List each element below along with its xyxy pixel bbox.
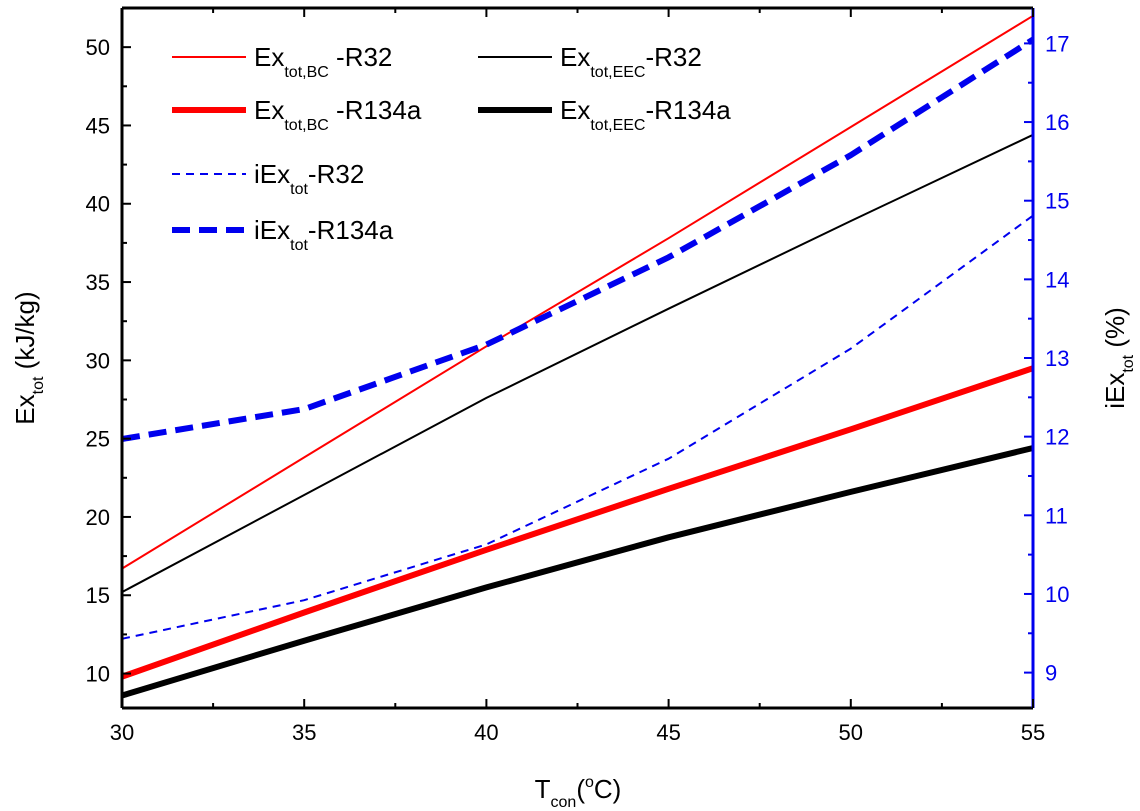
left-y-tick-label: 45 [86, 113, 110, 138]
x-axis-title-sub: con [551, 794, 577, 811]
legend-label-main: Ex [560, 42, 590, 72]
legend-label-tail: -R134a [329, 95, 422, 125]
left-y-tick-label: 30 [86, 348, 110, 373]
x-axis-title: Tcon(oC) [535, 774, 622, 811]
legend-label-bc_r134a: Extot,BC -R134a [254, 95, 422, 134]
x-axis-title-open: ( [576, 774, 585, 804]
x-axis-title-sup: o [585, 774, 594, 791]
legend-label-tail: -R134a [308, 215, 394, 245]
x-tick-label: 40 [474, 720, 498, 745]
legend-label-tail: -R32 [645, 42, 701, 72]
series-line-iex_r134a [121, 36, 1035, 442]
right-y-axis-title-unit: (%) [1100, 307, 1130, 355]
series-line-eec_r32 [121, 133, 1034, 593]
right-y-tick-label: 9 [1045, 661, 1057, 686]
legend-label-main: Ex [560, 95, 590, 125]
axis-titles: Tcon(oC)Extot (kJ/kg)iExtot (%) [10, 291, 1137, 811]
legend-label-eec_r32: Extot,EEC-R32 [560, 42, 702, 81]
x-axis-title-unit: C) [594, 774, 621, 804]
right-y-tick-label: 13 [1045, 346, 1069, 371]
x-tick-label: 35 [292, 720, 316, 745]
ticks: 30 35 40 45 50 55 10 15 20 25 30 35 40 45 50 9 10 11 12 13 1… [86, 7, 1069, 745]
right-y-tick-label: 12 [1045, 425, 1069, 450]
right-y-tick-label: 10 [1045, 582, 1069, 607]
legend-label-main: iEx [254, 159, 290, 189]
x-tick-label: 45 [656, 720, 680, 745]
series-line-bc_r134a [121, 365, 1034, 680]
legend-label-main: Ex [254, 42, 284, 72]
right-y-tick-label: 11 [1045, 503, 1068, 528]
legend-label-sub: tot,BC [284, 64, 328, 81]
x-tick-label: 50 [839, 720, 863, 745]
right-y-tick-label: 17 [1045, 31, 1069, 56]
x-axis-title-main: T [535, 774, 551, 804]
legend-label-sub: tot [290, 181, 308, 198]
legend-label-main: Ex [254, 95, 284, 125]
left-y-tick-label: 40 [86, 192, 110, 217]
left-y-tick-label: 25 [86, 427, 110, 452]
left-y-tick-label: 15 [86, 583, 110, 608]
left-y-tick-label: 20 [86, 505, 110, 530]
x-tick-label: 30 [110, 720, 134, 745]
series-line-iex_r32 [121, 214, 1034, 640]
series-line-eec_r134a [121, 445, 1034, 699]
legend-label-bc_r32: Extot,BC -R32 [254, 42, 392, 81]
right-y-axis-title-sub: tot [1120, 354, 1137, 372]
left-y-axis-title-unit: (kJ/kg) [10, 291, 40, 376]
right-y-tick-label: 14 [1045, 267, 1069, 292]
legend-label-tail: -R32 [329, 42, 393, 72]
left-y-tick-label: 35 [86, 270, 110, 295]
legend-label-sub: tot [290, 237, 308, 254]
right-y-tick-label: 16 [1045, 110, 1069, 135]
right-y-axis-title-main: iEx [1100, 373, 1130, 409]
legend-label-sub: tot,BC [284, 117, 328, 134]
legend-label-sub: tot,EEC [590, 117, 645, 134]
left-y-axis-title-main: Ex [10, 394, 40, 424]
left-y-axis-title: Extot (kJ/kg) [10, 291, 47, 424]
right-y-axis-title: iExtot (%) [1100, 307, 1137, 409]
right-y-tick-label: 15 [1045, 189, 1069, 214]
legend-label-eec_r134a: Extot,EEC-R134a [560, 95, 731, 134]
legend-label-tail: -R134a [645, 95, 731, 125]
left-y-tick-label: 10 [86, 662, 110, 687]
x-tick-label: 55 [1021, 720, 1045, 745]
legend-label-tail: -R32 [308, 159, 364, 189]
left-y-axis-title-sub: tot [30, 376, 47, 394]
legend-label-iex_r134a: iExtot-R134a [254, 215, 394, 254]
series-lines [121, 14, 1035, 699]
left-y-tick-label: 50 [86, 35, 110, 60]
legend-label-main: iEx [254, 215, 290, 245]
series-line-bc_r32 [121, 14, 1034, 570]
legend-label-iex_r32: iExtot-R32 [254, 159, 364, 198]
legend-label-sub: tot,EEC [590, 64, 645, 81]
